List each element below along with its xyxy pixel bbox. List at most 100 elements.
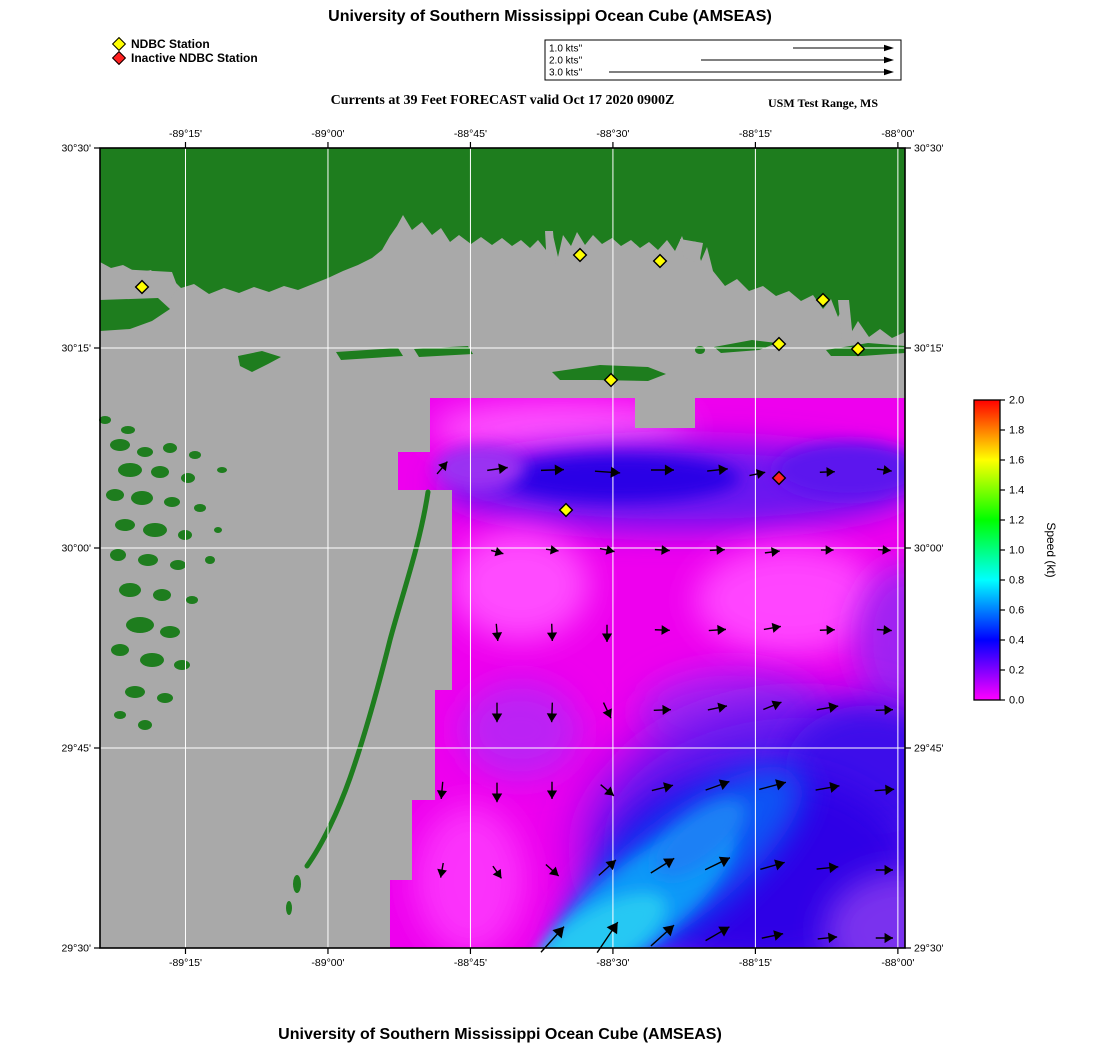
current-vector — [546, 623, 558, 642]
current-vector — [599, 545, 615, 555]
current-vector — [601, 624, 613, 642]
marsh-island — [174, 660, 190, 670]
lon-tick-label: -88°30' — [596, 957, 629, 969]
current-vector — [491, 782, 503, 803]
current-vector — [594, 466, 621, 478]
colorbar-tick-label: 1.4 — [1009, 485, 1024, 497]
marsh-island — [293, 875, 301, 893]
current-vector — [708, 624, 727, 636]
marsh-island — [106, 489, 124, 501]
current-vector — [540, 464, 565, 476]
marsh-island — [163, 443, 177, 453]
marsh-island — [118, 463, 142, 477]
vector-scale-arrowhead — [884, 44, 894, 52]
barrier-island-chain — [304, 489, 431, 869]
marsh-island — [157, 693, 173, 703]
marsh-island — [286, 901, 292, 915]
marsh-island — [140, 653, 164, 667]
current-vector — [874, 784, 895, 796]
lon-tick-label: -88°00' — [881, 128, 914, 140]
current-vector — [876, 625, 892, 635]
current-vector — [877, 545, 891, 555]
current-vector — [875, 864, 893, 876]
marsh-island — [194, 504, 206, 512]
lat-tick-label: 30°00' — [61, 543, 91, 555]
colorbar-tick-label: 0.6 — [1009, 605, 1024, 617]
lon-tick-label: -88°00' — [881, 957, 914, 969]
land — [99, 148, 905, 915]
lat-tick-label: 30°30' — [914, 143, 944, 155]
current-vector — [705, 926, 730, 942]
footer-title: University of Southern Mississippi Ocean… — [278, 1026, 722, 1043]
current-vector — [437, 862, 447, 878]
current-vector — [816, 702, 839, 713]
marsh-island — [126, 617, 154, 633]
marsh-island — [189, 451, 201, 459]
vector-scale-label: 3.0 kts'' — [549, 68, 582, 79]
current-vector — [436, 461, 448, 475]
colorbar-tick-label: 0.2 — [1009, 665, 1024, 677]
current-vector — [875, 704, 894, 716]
lon-tick-label: -88°15' — [739, 128, 772, 140]
island — [336, 348, 403, 360]
bay-inlet — [545, 231, 557, 286]
marsh-island — [138, 554, 158, 566]
marsh-island — [164, 497, 180, 507]
current-vector — [600, 784, 615, 797]
lon-tick-label: -88°15' — [739, 957, 772, 969]
current-vector — [492, 865, 503, 879]
current-vector — [704, 856, 731, 871]
current-vector — [546, 702, 558, 723]
current-vector — [761, 930, 784, 941]
current-vector — [487, 463, 508, 474]
axis-ticks — [94, 142, 911, 954]
island — [826, 343, 905, 356]
colorbar-tick-label: 2.0 — [1009, 395, 1024, 407]
marsh-island — [205, 556, 215, 564]
vector-scale-label: 1.0 kts'' — [549, 44, 582, 55]
mainland — [100, 148, 905, 338]
marsh-island — [119, 583, 141, 597]
ndbc-station-marker — [134, 279, 150, 295]
forecast-subtitle: Currents at 39 Feet FORECAST valid Oct 1… — [330, 93, 675, 108]
lon-tick-label: -88°45' — [454, 957, 487, 969]
lon-tick-label: -89°15' — [169, 957, 202, 969]
current-vector — [819, 625, 835, 635]
current-vector — [705, 779, 730, 791]
marsh-island — [125, 686, 145, 698]
island — [414, 346, 473, 357]
current-vector — [815, 781, 840, 793]
lat-tick-label: 29°30' — [61, 943, 91, 955]
current-vector — [816, 862, 839, 874]
current-vector — [602, 702, 612, 719]
lat-tick-label: 29°45' — [61, 743, 91, 755]
current-vector — [545, 545, 559, 555]
current-vector — [759, 779, 787, 791]
current-speed-field — [390, 398, 905, 948]
current-vector — [749, 469, 766, 479]
current-vector — [875, 932, 893, 944]
marsh-island — [186, 596, 198, 604]
marsh-island — [137, 447, 153, 457]
bay-inlet — [680, 239, 703, 264]
marsh-island — [138, 720, 152, 730]
island — [695, 346, 705, 354]
ndbc-station-marker — [850, 341, 866, 357]
marsh-island — [114, 711, 126, 719]
lon-tick-label: -89°00' — [311, 957, 344, 969]
lat-tick-label: 29°45' — [914, 743, 944, 755]
current-vector — [654, 545, 670, 555]
marsh-island — [153, 589, 171, 601]
graticule — [100, 147, 905, 949]
current-vector — [651, 782, 674, 793]
current-vector — [491, 702, 503, 723]
lat-tick-label: 30°00' — [914, 543, 944, 555]
marsh-island — [143, 523, 167, 537]
current-vector — [653, 704, 672, 716]
lon-tick-label: -89°15' — [169, 128, 202, 140]
ndbc-station-marker — [771, 336, 787, 352]
current-vector — [707, 702, 728, 713]
legend-label-inactive-ndbc: Inactive NDBC Station — [131, 51, 258, 65]
